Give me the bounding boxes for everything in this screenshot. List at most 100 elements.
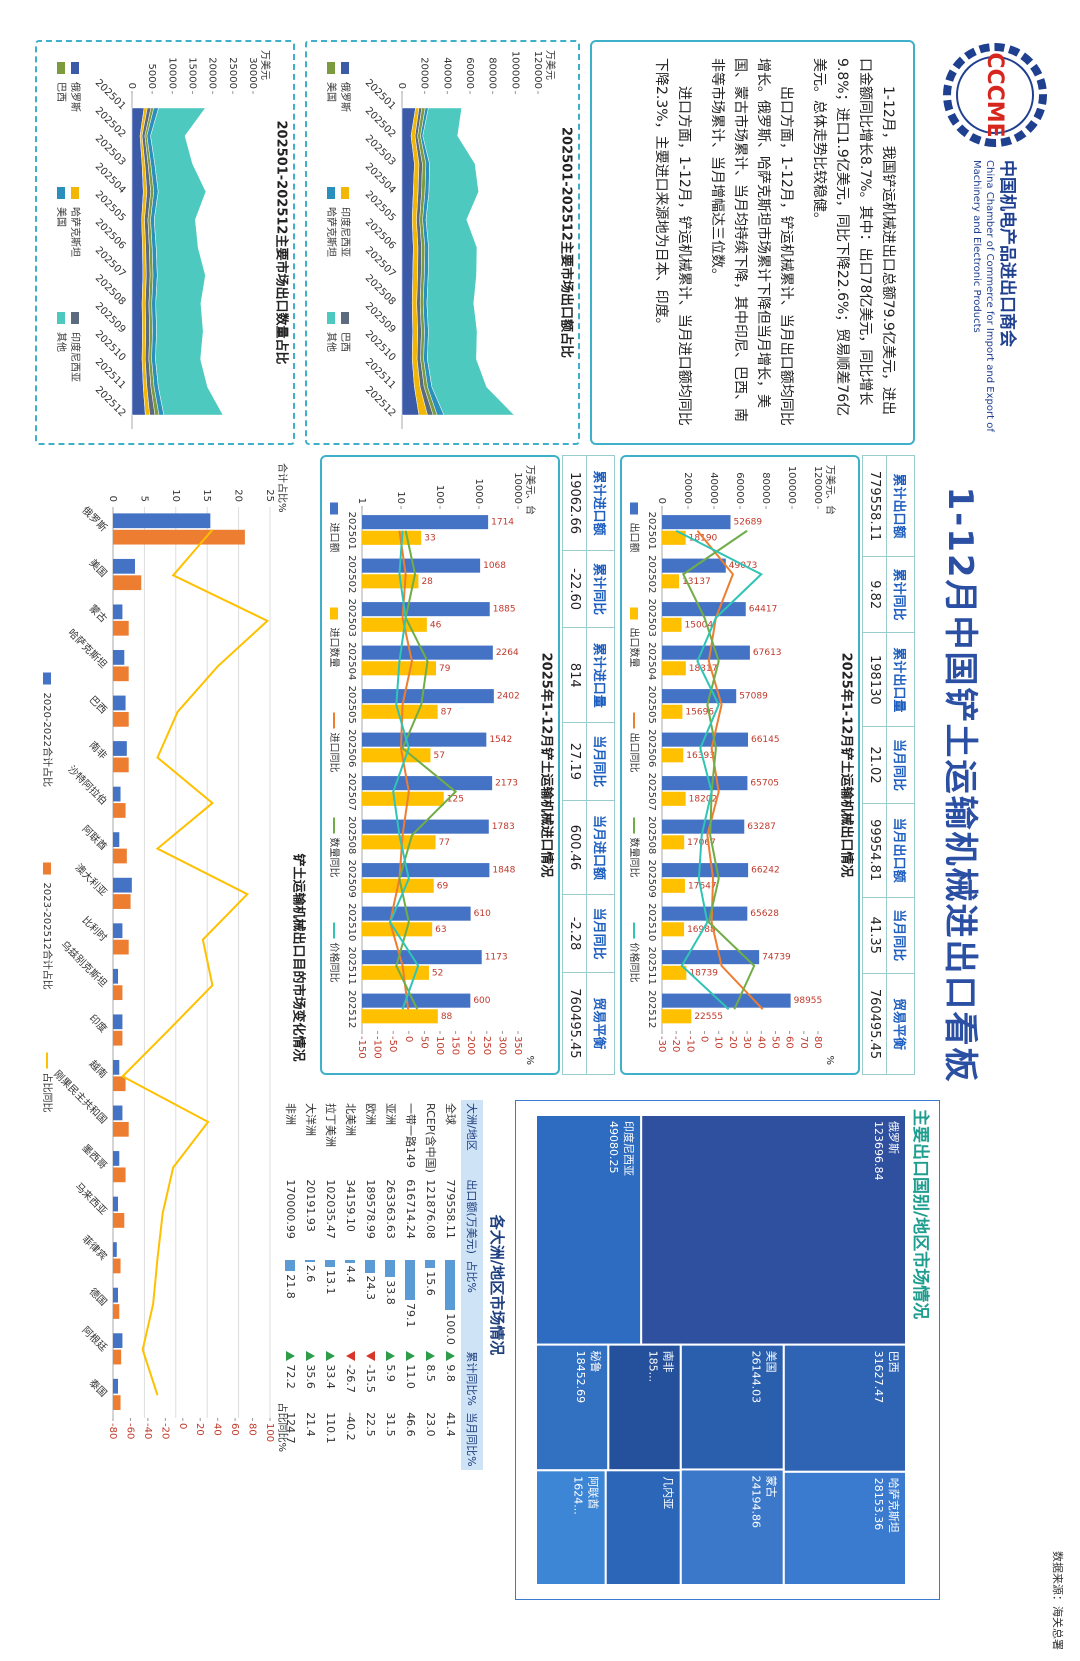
bar [662, 878, 685, 893]
y2-tick-label: 0 [699, 1036, 710, 1042]
treemap-label: 美国 [765, 1351, 778, 1373]
cell-text: 拉丁美洲 [324, 1103, 337, 1147]
x-tick-label: 阿联酋 [80, 822, 110, 852]
table-cell: -15.5 [361, 1348, 381, 1409]
share-bar [385, 1260, 396, 1278]
cell-text: 110.1 [324, 1412, 338, 1444]
share-bar [445, 1260, 456, 1311]
y2-tick-label: -100 [372, 1036, 383, 1059]
bar [662, 617, 682, 632]
kpi-value: 41.35 [862, 897, 887, 974]
y-tick-label: 20000 [207, 57, 218, 89]
kpi-label-row: 累计出口额 累计同比 累计出口量 当月同比 当月出口额 当月同比 贸易平衡 [886, 455, 915, 1075]
cell-text: 170000.99 [284, 1179, 298, 1239]
kpi-label: 当月同比 [586, 894, 615, 973]
chart-title: 202501-202512主要市场出口额占比 [559, 127, 575, 358]
y-tick-label: 20000 [682, 472, 693, 504]
line [388, 530, 420, 1010]
legend-label: 俄罗斯 [69, 82, 82, 112]
bar [112, 803, 126, 818]
continent-table: 大洲/地区 出口额(万美元) 占比% 累计同比% 当月同比% 全球 779558.11 100… [281, 1100, 483, 1470]
chart-title: 2025年1-12月铲土运输机械进口情况 [539, 653, 555, 878]
y2-tick-label: 60 [784, 1036, 795, 1049]
cell-text: 263363.63 [384, 1179, 398, 1239]
y-tick-label: 80000 [487, 57, 498, 89]
trend-arrow [366, 1351, 375, 1362]
data-label: 88 [441, 1012, 453, 1022]
bar [662, 602, 746, 617]
data-label: 57 [433, 751, 444, 761]
kpi-value: 19062.66 [562, 455, 587, 551]
y-tick-label: 1000 [473, 479, 484, 504]
kpi-value: 9.82 [862, 556, 887, 633]
table-cell: 20191.93 [301, 1176, 321, 1257]
bar [112, 695, 126, 711]
table-row: 拉丁美洲 102035.47 13.1 33.4 110.1 [321, 1100, 341, 1470]
y-tick-label: 15000 [187, 57, 198, 89]
legend-swatch [330, 502, 338, 515]
cell-text: -26.7 [344, 1364, 358, 1393]
legend-swatch [71, 187, 79, 199]
bar [362, 863, 490, 878]
summary-text: 出口方面，1-12月，铲运机械累计、当月出口额均同比增长。俄罗斯、哈萨克斯坦市场… [709, 58, 794, 426]
chart-frame: 2025年1-12月铲土运输机械出口情况 万美元、台% 0 20000 40000 600… [620, 455, 860, 1075]
legend-label: 哈萨克斯坦 [69, 207, 82, 257]
data-label: 28 [421, 577, 433, 587]
bar [662, 558, 726, 573]
kpi-value-row: 779558.11 9.82 198130 21.02 99954.81 41.35 760… [862, 455, 887, 1075]
cell-text: 4.4 [344, 1265, 358, 1284]
bar [362, 732, 487, 747]
cell-text: 大洋洲 [304, 1103, 317, 1136]
y2-tick-label: 50 [418, 1036, 429, 1049]
kpi-value: 21.02 [862, 726, 887, 804]
treemap-value: 49080.25 [607, 1121, 620, 1174]
cell-text: 79.1 [404, 1302, 418, 1328]
org-name: 中国机电产品进出口商会 [997, 160, 1017, 347]
kpi-value: -2.28 [562, 894, 587, 973]
bar [112, 604, 123, 620]
share-bar [345, 1260, 356, 1263]
y2-axis-label: % [824, 1055, 835, 1065]
cell-text: 33.4 [324, 1364, 338, 1389]
table-cell: 124.7 [281, 1409, 301, 1470]
cell-text: 一带一路149 [404, 1103, 417, 1168]
x-tick-label: 墨西哥 [80, 1142, 110, 1172]
cell-text: 欧洲 [364, 1103, 377, 1125]
y2-tick-label: 80 [247, 1423, 258, 1436]
y-tick-label: 80000 [760, 472, 771, 504]
bar [112, 1304, 120, 1319]
line [675, 529, 763, 1010]
trend-arrow [346, 1351, 355, 1362]
bar [112, 848, 127, 864]
table-cell: 亚洲 [381, 1100, 401, 1176]
kpi-import: 累计进口额 累计同比 累计进口量 当月同比 当月进口额 当月同比 贸易平衡 19062.66-… [562, 455, 615, 1075]
treemap-label: 阿联酋 [587, 1476, 601, 1509]
bar [112, 1059, 120, 1075]
bar [362, 574, 419, 589]
x-tick-label: 比利时 [80, 914, 110, 944]
chart-title: 202501-202512主要市场出口数量占比 [274, 121, 290, 365]
y-tick-label: 120000 [532, 51, 543, 89]
table-cell: 189578.99 [361, 1176, 381, 1257]
y2-tick-label: -20 [670, 1036, 681, 1052]
table-cell: 170000.99 [281, 1176, 301, 1257]
legend-label: 2023-202512合计占比 [41, 883, 54, 990]
legend-swatch [341, 62, 349, 74]
bar [112, 1151, 120, 1166]
treemap-value: 1624... [572, 1476, 585, 1514]
table-cell: 22.5 [361, 1409, 381, 1470]
bar [362, 950, 482, 965]
legend-swatch [57, 62, 65, 74]
bar [113, 1287, 119, 1303]
y2-axis-label: % [524, 1055, 535, 1065]
column-header: 大洲/地区 [461, 1100, 483, 1177]
line [696, 530, 764, 1010]
y2-tick-label: 50 [769, 1036, 780, 1049]
table-cell: 102035.47 [321, 1176, 341, 1257]
data-label: 66145 [751, 735, 780, 745]
y-tick-label: 30000 [247, 57, 258, 89]
x-tick-label: 202510 [346, 903, 357, 941]
kpi-label: 累计同比 [586, 550, 615, 628]
kpi-value: 760495.45 [562, 972, 587, 1075]
